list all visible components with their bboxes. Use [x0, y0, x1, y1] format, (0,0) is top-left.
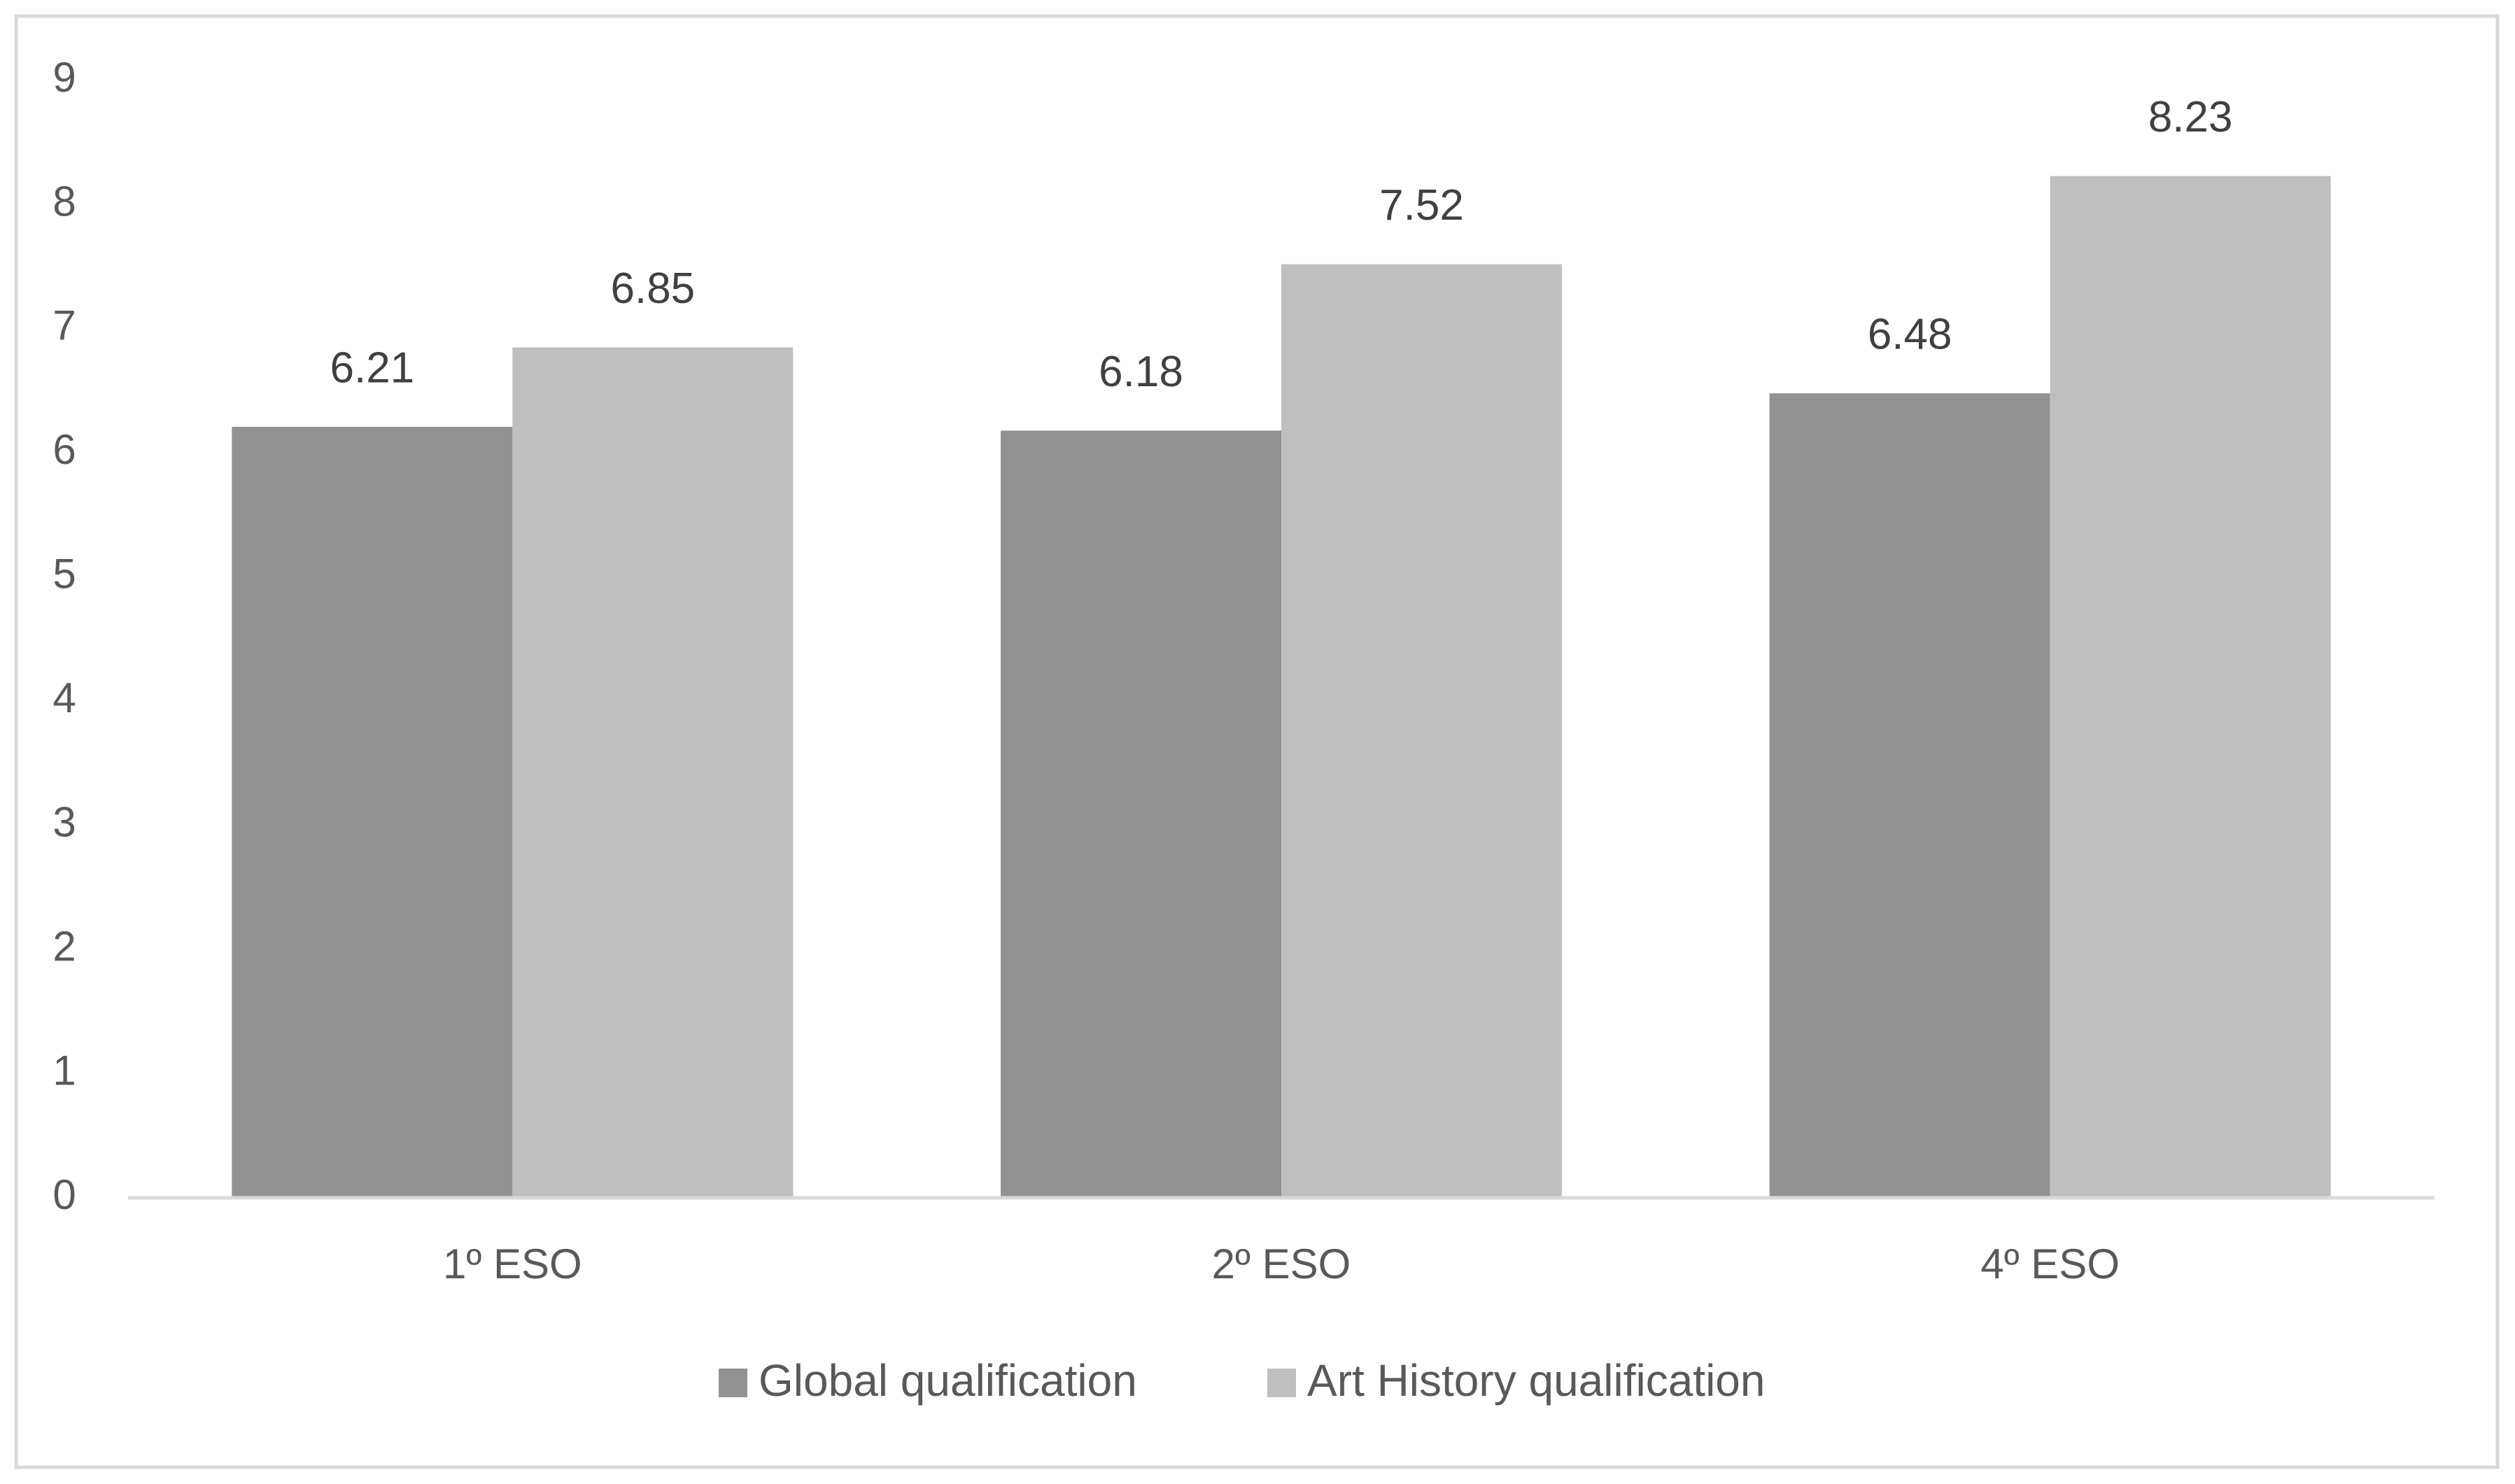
y-tick-label: 4 — [52, 674, 76, 721]
y-tick-label: 5 — [52, 551, 76, 598]
legend-swatch — [719, 1369, 747, 1397]
bar — [1769, 393, 2050, 1199]
value-label: 6.85 — [610, 264, 695, 313]
y-tick-label: 3 — [52, 799, 76, 846]
legend-label: Global qualification — [759, 1355, 1137, 1406]
bar — [512, 347, 794, 1198]
x-tick-label: 1º ESO — [443, 1241, 582, 1287]
y-tick-label: 6 — [52, 426, 76, 473]
y-tick-label: 2 — [52, 923, 76, 970]
x-tick-label: 4º ESO — [1980, 1241, 2120, 1287]
value-label: 6.21 — [330, 344, 414, 392]
y-tick-label: 8 — [52, 178, 76, 225]
value-label: 6.18 — [1099, 348, 1183, 396]
y-tick-label: 0 — [52, 1171, 76, 1218]
bar — [1281, 264, 1562, 1198]
value-label: 6.48 — [1868, 311, 1952, 359]
legend-swatch — [1267, 1369, 1296, 1397]
legend-label: Art History qualification — [1307, 1355, 1765, 1406]
bar — [1001, 430, 1281, 1198]
y-tick-label: 9 — [52, 54, 76, 101]
y-tick-label: 1 — [52, 1047, 76, 1094]
bar — [232, 427, 513, 1198]
y-tick-label: 7 — [52, 302, 76, 349]
x-tick-label: 2º ESO — [1212, 1241, 1351, 1287]
bar — [2050, 176, 2331, 1199]
value-label: 8.23 — [2148, 93, 2233, 141]
value-label: 7.52 — [1379, 181, 1464, 229]
